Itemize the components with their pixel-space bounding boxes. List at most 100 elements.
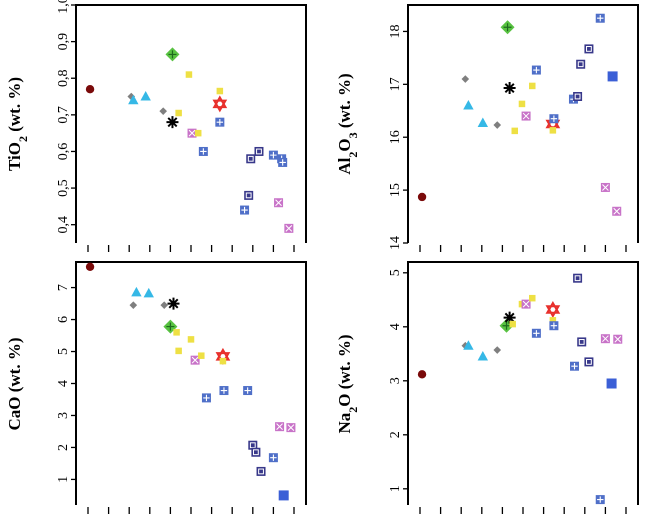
data-point [187, 336, 195, 343]
data-point [85, 85, 95, 94]
plot-frame [75, 4, 307, 243]
data-point [284, 223, 294, 233]
data-point [212, 95, 228, 113]
plot-frame [407, 261, 639, 505]
data-point [246, 154, 256, 164]
data-point [595, 495, 605, 505]
data-point [521, 111, 531, 121]
data-point [549, 317, 557, 324]
data-point [160, 301, 169, 309]
y-tick-label: 15 [388, 183, 403, 197]
data-point [573, 273, 583, 283]
scatter-panel: 1 2 3 4 5 6 7 CaO (wt. %) [5, 261, 307, 514]
data-point [275, 422, 285, 432]
data-point [268, 453, 278, 463]
data-point [175, 109, 182, 117]
y-tick-label: 1 [56, 476, 71, 483]
data-point [216, 87, 224, 95]
data-point [185, 71, 193, 78]
y-tick-label: 5 [388, 269, 403, 276]
data-point [187, 128, 197, 138]
y-tick-label: 0,4 [56, 216, 71, 234]
data-point [127, 92, 136, 101]
data-point [165, 47, 180, 62]
data-point [194, 129, 202, 137]
data-point [477, 351, 489, 361]
data-point [600, 182, 610, 192]
data-point [463, 340, 474, 350]
data-point [219, 357, 227, 365]
data-point [584, 357, 594, 367]
data-point [131, 286, 142, 297]
data-point [215, 117, 225, 127]
data-point [612, 206, 622, 216]
data-point [128, 94, 139, 105]
data-point [268, 150, 278, 160]
data-point [499, 318, 514, 333]
scatter-panel: 1 2 3 4 5 Na2O (wt. %) [335, 261, 639, 514]
data-point [493, 346, 502, 354]
data-point [274, 198, 284, 208]
y-tick-label: 16 [388, 130, 403, 144]
data-point [175, 347, 182, 355]
data-point [549, 114, 559, 124]
y-tick-label: 3 [56, 412, 71, 419]
plot-frame [75, 261, 307, 505]
y-axis-label: Al2O3 (wt. %) [335, 73, 360, 174]
y-tick-label: 0,8 [56, 69, 71, 87]
data-point [251, 447, 261, 457]
data-point [518, 100, 526, 108]
data-point [503, 82, 516, 95]
data-point [219, 386, 229, 396]
data-point [607, 71, 618, 82]
y-tick-label: 14 [388, 236, 403, 250]
y-axis-label: TiO2 (wt. %) [5, 77, 30, 171]
data-point [549, 321, 559, 331]
data-point [500, 20, 515, 35]
data-point [529, 294, 536, 302]
data-point [198, 352, 205, 359]
data-point [503, 311, 516, 324]
data-point [477, 117, 489, 127]
data-point [606, 378, 617, 389]
data-point [248, 440, 258, 450]
y-tick-label: 0,9 [56, 33, 71, 51]
data-point [584, 44, 594, 54]
data-point [576, 59, 586, 69]
y-tick-label: 3 [388, 377, 403, 384]
y-tick-label: 0,7 [56, 106, 71, 124]
scatter-panel: 0,4 0,5 0,6 0,7 0,8 0,9 1,0 TiO2 (wt. %) [5, 0, 307, 252]
data-point [143, 287, 154, 298]
data-point [243, 386, 253, 396]
data-point [570, 361, 579, 371]
y-tick-label: 7 [56, 284, 71, 291]
data-point [173, 329, 180, 336]
data-point [286, 423, 296, 433]
data-point [511, 127, 519, 135]
data-point [463, 99, 474, 110]
y-tick-label: 5 [56, 348, 71, 355]
data-point [531, 328, 541, 338]
data-point [493, 121, 502, 129]
y-tick-label: 4 [56, 380, 71, 387]
data-point [244, 190, 254, 200]
y-axis-label: CaO (wt. %) [5, 337, 24, 430]
data-point [613, 334, 623, 344]
data-point [461, 75, 470, 83]
data-point [521, 299, 531, 309]
y-tick-label: 1,0 [56, 0, 71, 14]
data-point [595, 13, 605, 23]
data-point [198, 146, 208, 156]
data-point [417, 192, 427, 202]
y-axis-label: Na2O (wt. %) [335, 334, 360, 433]
data-point [240, 205, 250, 215]
y-tick-label: 4 [388, 323, 403, 330]
data-point [600, 334, 610, 344]
data-point [545, 301, 561, 319]
plot-frame [407, 4, 639, 243]
data-point [278, 490, 289, 501]
data-point [85, 262, 95, 271]
y-tick-label: 2 [56, 444, 71, 451]
data-point [190, 355, 200, 365]
data-point [201, 393, 211, 403]
